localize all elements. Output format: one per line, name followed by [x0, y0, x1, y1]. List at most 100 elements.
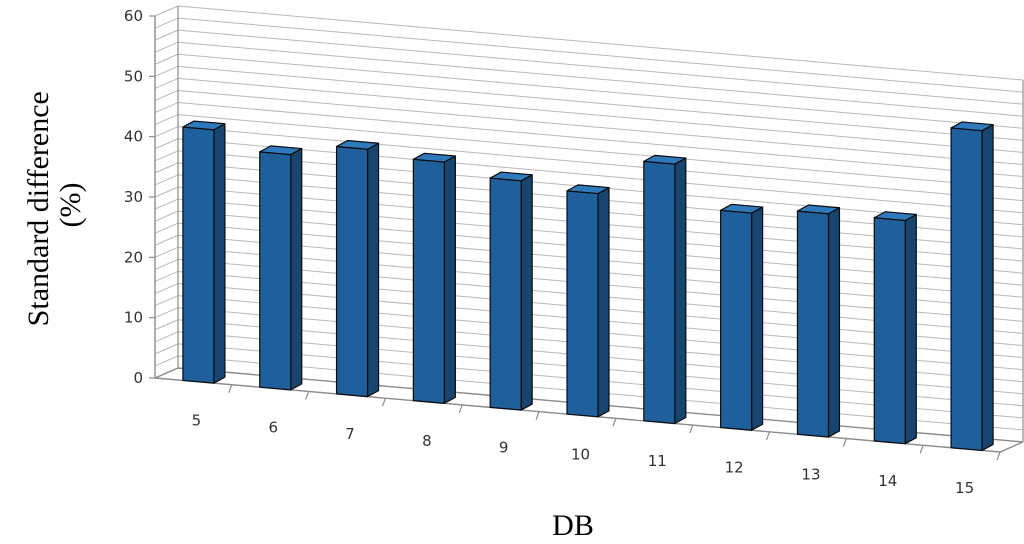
y-tick-label: 50 [124, 67, 143, 85]
gridline [177, 5, 1024, 81]
bar-top [566, 184, 610, 195]
bar-front [566, 190, 599, 418]
bar-top [796, 204, 841, 215]
side-gridline [154, 102, 179, 113]
x-tick-label: 6 [268, 418, 278, 436]
bar [566, 184, 610, 418]
bar-side [366, 142, 380, 398]
x-tick-label: 14 [878, 472, 897, 490]
x-tick-label: 13 [801, 465, 820, 483]
bar-top [950, 121, 994, 132]
x-tick-label: 9 [499, 439, 509, 457]
gridline [177, 53, 1024, 129]
side-gridline [154, 29, 179, 41]
x-tick-label: 5 [192, 412, 202, 430]
side-gridline [154, 283, 179, 294]
x-tick-label: 7 [345, 425, 355, 443]
bar-front [796, 210, 830, 438]
bar-front [182, 126, 215, 384]
bar-side [827, 207, 841, 438]
bar [720, 203, 764, 431]
side-gridline [154, 114, 179, 126]
x-tick-mark [458, 404, 463, 414]
x-tick-mark [612, 418, 617, 427]
bar [950, 121, 994, 452]
bar-top [259, 145, 303, 156]
gridline [177, 138, 1024, 214]
bar [643, 154, 687, 425]
x-tick-mark [919, 445, 924, 454]
side-gridline [154, 186, 179, 198]
chart-bars [182, 120, 994, 452]
side-gridline [154, 246, 179, 258]
gridline [177, 41, 1024, 117]
bar-side [213, 123, 226, 384]
x-tick-mark [689, 424, 694, 434]
side-gridline [154, 258, 179, 270]
bar [259, 145, 303, 391]
side-gridline [154, 138, 179, 150]
bar-top [873, 211, 917, 222]
y-tick-label: 0 [133, 369, 143, 387]
y-axis-title-line-2: (%) [54, 183, 87, 228]
side-gridline [154, 234, 179, 246]
side-gridline [154, 271, 179, 282]
x-tick-mark [305, 391, 310, 400]
gridline [177, 29, 1024, 105]
side-gridline [154, 210, 179, 222]
x-tick-label: 11 [648, 452, 667, 470]
gridline [177, 89, 1024, 165]
chart-labels: 0 10 20 30 40 50 60 5 6 7 8 9 10 11 12 13 14 15 [124, 7, 974, 497]
x-tick-mark [535, 411, 540, 420]
side-gridline [154, 174, 179, 186]
bar-side [981, 124, 994, 452]
bar-top [489, 171, 533, 182]
y-axis-title-line-1: Standard difference [22, 91, 55, 326]
side-gridline [154, 198, 179, 210]
side-gridline [154, 295, 179, 307]
bar-front [643, 160, 676, 425]
bar-side [520, 174, 533, 411]
bar [335, 139, 380, 398]
y-tick-label: 10 [124, 309, 143, 327]
bar-front [335, 145, 369, 398]
x-tick-label: 8 [422, 432, 432, 450]
bar-front [720, 209, 753, 431]
bar-top [335, 139, 380, 150]
side-gridline [154, 17, 179, 29]
y-axis-title: Standard difference (%) [22, 84, 87, 327]
side-gridline [154, 307, 179, 319]
side-gridline [154, 5, 179, 17]
x-tick-mark [996, 451, 1001, 461]
bar-top [643, 154, 687, 165]
bar-front [259, 151, 292, 391]
side-gridline [154, 126, 179, 138]
bar [796, 204, 841, 438]
side-gridline [154, 65, 179, 77]
x-tick-mark [228, 384, 233, 393]
x-tick-label: 12 [725, 459, 744, 477]
side-gridline [154, 41, 179, 53]
side-gridline [154, 331, 179, 343]
gridline [177, 126, 1024, 202]
side-gridline [154, 222, 179, 234]
side-gridline [154, 90, 179, 101]
bar-front [412, 158, 445, 404]
gridline [177, 17, 1024, 93]
bar-side [904, 213, 917, 445]
bar-side [674, 157, 687, 425]
x-tick-mark [765, 431, 771, 441]
bar [412, 152, 456, 404]
bar [182, 120, 226, 384]
bar-side [751, 206, 764, 431]
x-tick-label: 10 [571, 445, 590, 463]
side-gridline [154, 77, 179, 89]
bar-top [182, 120, 226, 131]
x-tick-label: 15 [955, 479, 974, 497]
x-tick-mark [381, 397, 387, 407]
side-gridline [154, 355, 179, 367]
bar-side [443, 155, 456, 404]
gridline [177, 77, 1024, 153]
bar-front [950, 127, 983, 452]
